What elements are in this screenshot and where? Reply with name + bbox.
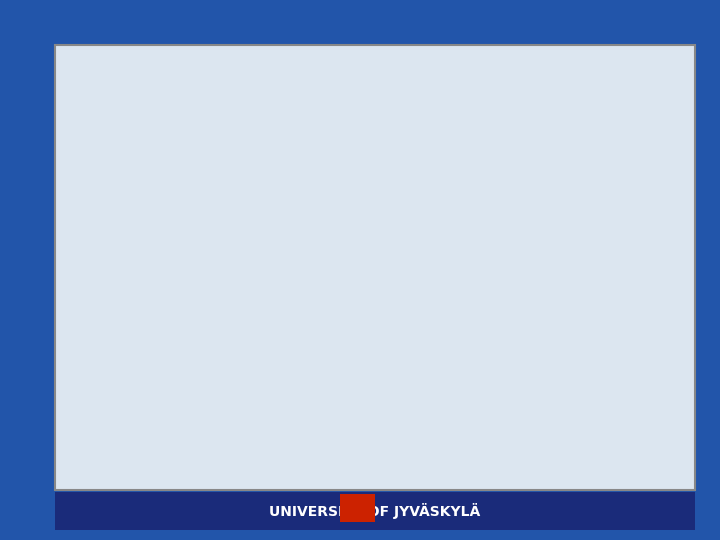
Bar: [454, 204, 524, 273]
Text: .76: .76: [476, 300, 503, 315]
Text: Cron-
bach's
Alpha: Cron- bach's Alpha: [472, 147, 506, 181]
Text: 8: 8: [215, 302, 222, 313]
Text: .91: .91: [546, 439, 572, 454]
Text: 49.6: 49.6: [410, 441, 435, 451]
Bar: [524, 411, 594, 481]
Text: UNIVERSITY OF JYVÄSKYLÄ: UNIVERSITY OF JYVÄSKYLÄ: [269, 503, 481, 519]
Text: .92: .92: [546, 369, 572, 384]
Text: 38: 38: [212, 441, 225, 451]
Text: .48: .48: [629, 441, 647, 451]
Text: 39.3%: 39.3%: [265, 372, 300, 382]
Text: Alpha for
40-item
test: Alpha for 40-item test: [536, 147, 582, 181]
Bar: [454, 273, 524, 342]
Text: 26.4: 26.4: [343, 302, 368, 313]
Text: .86: .86: [476, 231, 503, 246]
Text: Median: Median: [403, 159, 441, 169]
Text: .90: .90: [476, 439, 503, 454]
Text: .94: .94: [546, 300, 572, 315]
Text: .62: .62: [629, 302, 647, 313]
Bar: [454, 342, 524, 411]
Text: 25.0: 25.0: [410, 302, 435, 313]
Text: 34.3%: 34.3%: [265, 302, 300, 313]
Bar: [524, 204, 594, 273]
Text: Non-words
based test

(n=299): Non-words based test (n=299): [78, 285, 137, 330]
Text: .78: .78: [476, 369, 503, 384]
Text: 75.1%: 75.1%: [265, 233, 300, 243]
Text: 19.1: 19.1: [343, 233, 368, 243]
Text: 12: 12: [212, 372, 225, 382]
Bar: [454, 125, 524, 204]
Text: List-choice
based test

(n=327): List-choice based test (n=327): [78, 355, 137, 400]
Text: All 3 tests
together

(n=327): All 3 tests together (n=327): [78, 424, 132, 469]
Text: Items: Items: [204, 159, 233, 169]
Text: 22.3: 22.3: [343, 372, 368, 382]
Text: 18: 18: [212, 233, 225, 243]
Bar: [524, 273, 594, 342]
Bar: [74, 125, 682, 481]
Bar: [454, 411, 524, 481]
Text: 77.6: 77.6: [410, 233, 435, 243]
Text: Characteristics of the 3 tests: Characteristics of the 3 tests: [181, 73, 569, 97]
Text: .93: .93: [546, 231, 572, 246]
Bar: [524, 342, 594, 411]
Text: 21.3: 21.3: [343, 441, 368, 451]
Bar: [524, 125, 594, 204]
Text: 37.5: 37.5: [410, 372, 435, 382]
Text: 55.7%: 55.7%: [265, 441, 300, 451]
Text: .56: .56: [629, 233, 647, 243]
Text: Productive
gap-fill test

(n=326): Productive gap-fill test (n=326): [78, 215, 140, 260]
Text: Average
item / total
correlation: Average item / total correlation: [609, 147, 667, 181]
Text: Mean
score
(percent): Mean score (percent): [258, 147, 307, 181]
Text: .54: .54: [629, 372, 647, 382]
Text: Standard
Deviat-
ion: Standard Deviat- ion: [332, 147, 379, 181]
